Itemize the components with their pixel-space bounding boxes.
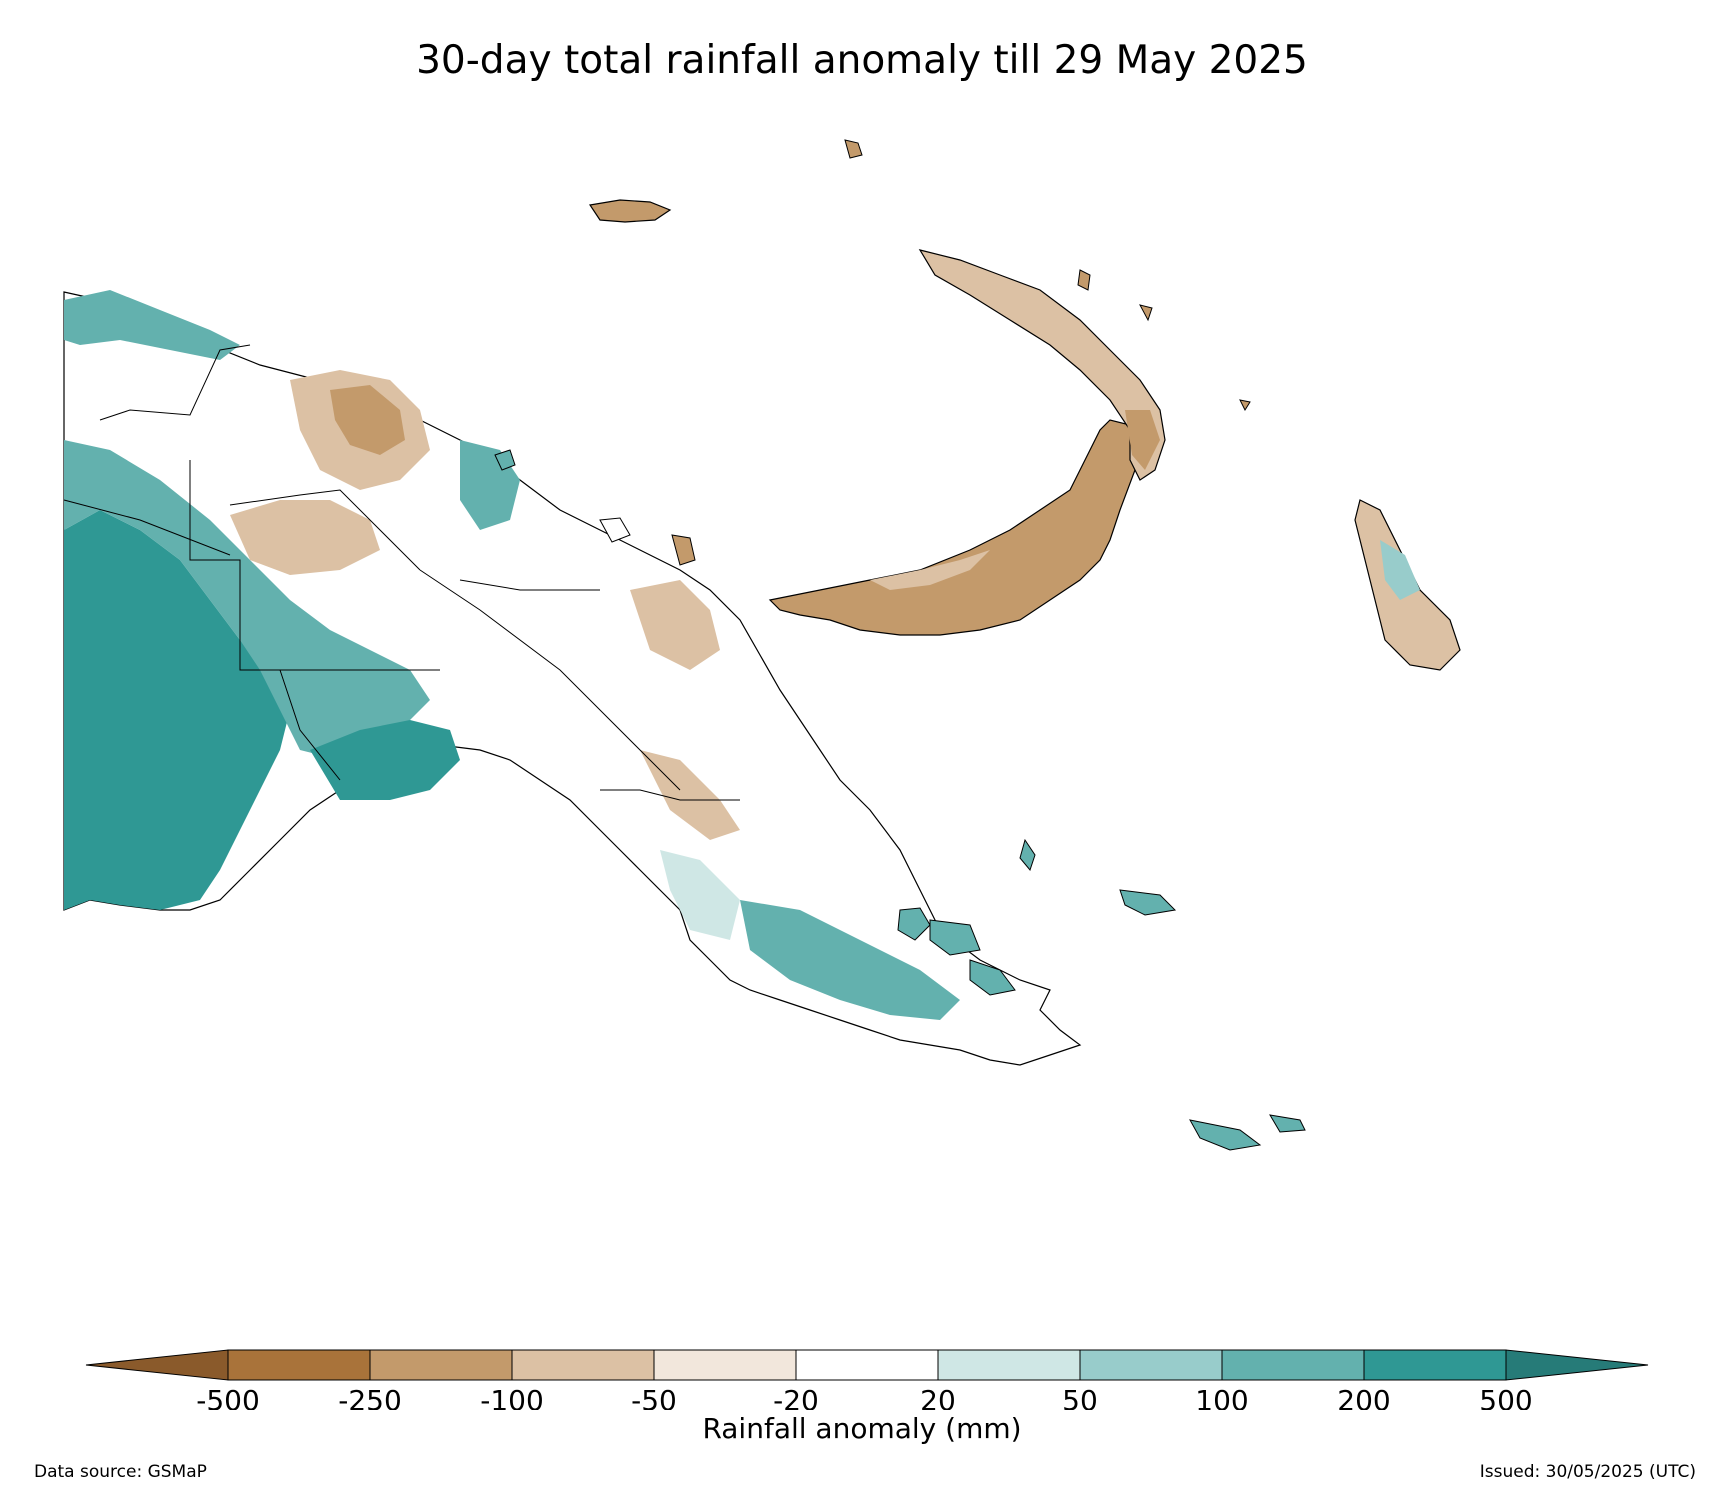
- colorbar-extend-low: [85, 1349, 229, 1381]
- colorbar-tick-label: -100: [480, 1384, 544, 1410]
- new-britain-light: [870, 550, 990, 590]
- colorbar-segment: [653, 1349, 797, 1381]
- western-province-wet: [64, 510, 290, 910]
- new-ireland-dry: [1125, 410, 1160, 470]
- data-source: Data source: GSMaP: [34, 1462, 207, 1482]
- central-light-wet: [660, 850, 740, 940]
- colorbar-tick-label: -20: [773, 1384, 819, 1410]
- goodenough-island: [897, 907, 931, 941]
- new-britain: [768, 419, 1141, 636]
- colorbar-tick-label: 500: [1479, 1384, 1532, 1410]
- south-delta-wet: [310, 720, 460, 800]
- colorbar-tick-label: -250: [338, 1384, 402, 1410]
- colorbar-ticks: -500 -250 -100 -50 -20 20 50 100 200 500: [196, 1384, 1533, 1410]
- province-border: [63, 499, 231, 556]
- small-island: [671, 534, 696, 566]
- manus-island: [588, 199, 672, 223]
- colorbar-tick-label: 50: [1062, 1384, 1098, 1410]
- new-ireland: [918, 249, 1166, 481]
- province-border: [99, 344, 251, 421]
- small-island: [1077, 269, 1091, 291]
- morobe-dry: [630, 580, 720, 670]
- southeast-islands: [897, 838, 1306, 1151]
- karkar-island: [494, 449, 516, 471]
- colorbar-tick-label: -500: [196, 1384, 260, 1410]
- colorbar-tick-label: 100: [1195, 1384, 1248, 1410]
- trobriand-island: [1019, 838, 1036, 872]
- province-borders: [63, 344, 740, 801]
- new-britain-island: [768, 419, 1141, 636]
- sepik-dry-core: [330, 385, 405, 455]
- province-border: [419, 569, 681, 791]
- small-island: [1239, 399, 1251, 412]
- colorbar-tick-label: 200: [1337, 1384, 1390, 1410]
- province-border: [229, 489, 421, 571]
- colorbar-segment: [795, 1349, 939, 1381]
- colorbar: -500 -250 -100 -50 -20 20 50 100 200 500: [85, 1349, 1649, 1410]
- colorbar-label: Rainfall anomaly (mm): [702, 1412, 1022, 1445]
- milne-bay-wet: [740, 900, 960, 1020]
- small-island: [1139, 304, 1153, 322]
- colorbar-extend-high: [1505, 1349, 1649, 1381]
- small-islands: [671, 139, 1251, 566]
- north-coast-wet: [64, 290, 240, 360]
- rossel-island: [1269, 1114, 1306, 1133]
- bougainville: [1354, 499, 1461, 671]
- issued-date: Issued: 30/05/2025 (UTC): [1479, 1462, 1696, 1482]
- colorbar-segment: [937, 1349, 1081, 1381]
- woodlark-island: [1119, 889, 1177, 916]
- province-border: [600, 789, 740, 801]
- colorbar-tick-label: 20: [920, 1384, 956, 1410]
- long-island: [599, 517, 631, 543]
- fergusson-island: [929, 919, 981, 956]
- oro-dry: [640, 750, 740, 840]
- highlands-dry: [230, 500, 380, 575]
- normanby-island: [969, 959, 1016, 996]
- mainland-png: [63, 290, 1082, 1066]
- colorbar-segment: [227, 1349, 371, 1381]
- province-border: [459, 579, 600, 591]
- small-island: [844, 139, 863, 159]
- western-wet-halo: [64, 440, 430, 760]
- map-title: 30-day total rainfall anomaly till 29 Ma…: [416, 38, 1308, 83]
- colorbar-segment: [511, 1349, 655, 1381]
- province-border: [189, 460, 440, 671]
- colorbar-tick-label: -50: [631, 1384, 677, 1410]
- rainfall-anomaly-map: [40, 110, 1700, 1290]
- colorbar-segment: [369, 1349, 513, 1381]
- sudest-island: [1189, 1119, 1262, 1151]
- colorbar-segment: [1363, 1349, 1507, 1381]
- colorbar-segment: [1079, 1349, 1223, 1381]
- map-canvas: [63, 139, 1461, 1151]
- colorbar-segments: [85, 1349, 1649, 1381]
- colorbar-segment: [1221, 1349, 1365, 1381]
- province-border: [279, 669, 341, 781]
- bougainville-wet: [1380, 540, 1420, 600]
